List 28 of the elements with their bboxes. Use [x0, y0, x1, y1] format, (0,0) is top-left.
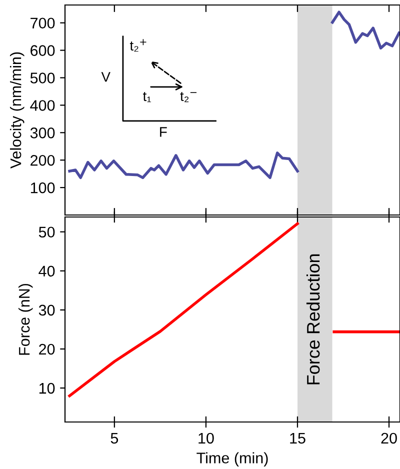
y-axis-title: Velocity (nm/min) — [10, 52, 24, 169]
y-tick-label: 200 — [30, 154, 55, 166]
x-tick-label: 15 — [290, 432, 306, 444]
y-tick-label: 300 — [30, 128, 55, 138]
x-tick-label: 20 — [381, 432, 397, 444]
line-series — [68, 222, 299, 398]
y-tick-label: 700 — [30, 18, 55, 29]
band-label: Force Reduction — [306, 254, 320, 384]
line-series — [331, 10, 400, 50]
x-tick-label: 5 — [110, 432, 118, 444]
y-tick-label: 10 — [39, 382, 55, 394]
annotation: F — [160, 127, 167, 137]
annotation: V — [101, 72, 110, 82]
y-tick-label: 500 — [30, 72, 55, 84]
y-axis-title: Force (nN) — [18, 284, 33, 355]
y-tick-label: 600 — [30, 45, 55, 56]
y-tick-label: 40 — [38, 266, 55, 277]
y-tick-label: 50 — [38, 226, 55, 238]
y-tick-label: 400 — [30, 100, 55, 111]
y-tick-label: 30 — [38, 304, 55, 316]
x-axis-title: Time (min) — [196, 452, 268, 466]
annotation: t₂$^{−}$ — [180, 92, 196, 102]
annotation: t₂$^{+}$ — [130, 39, 146, 52]
y-tick-label: 100 — [30, 182, 55, 194]
line-series — [68, 152, 299, 180]
x-tick-label: 10 — [198, 432, 214, 444]
y-tick-label: 20 — [39, 344, 55, 355]
annotation: t₁ — [143, 92, 151, 102]
